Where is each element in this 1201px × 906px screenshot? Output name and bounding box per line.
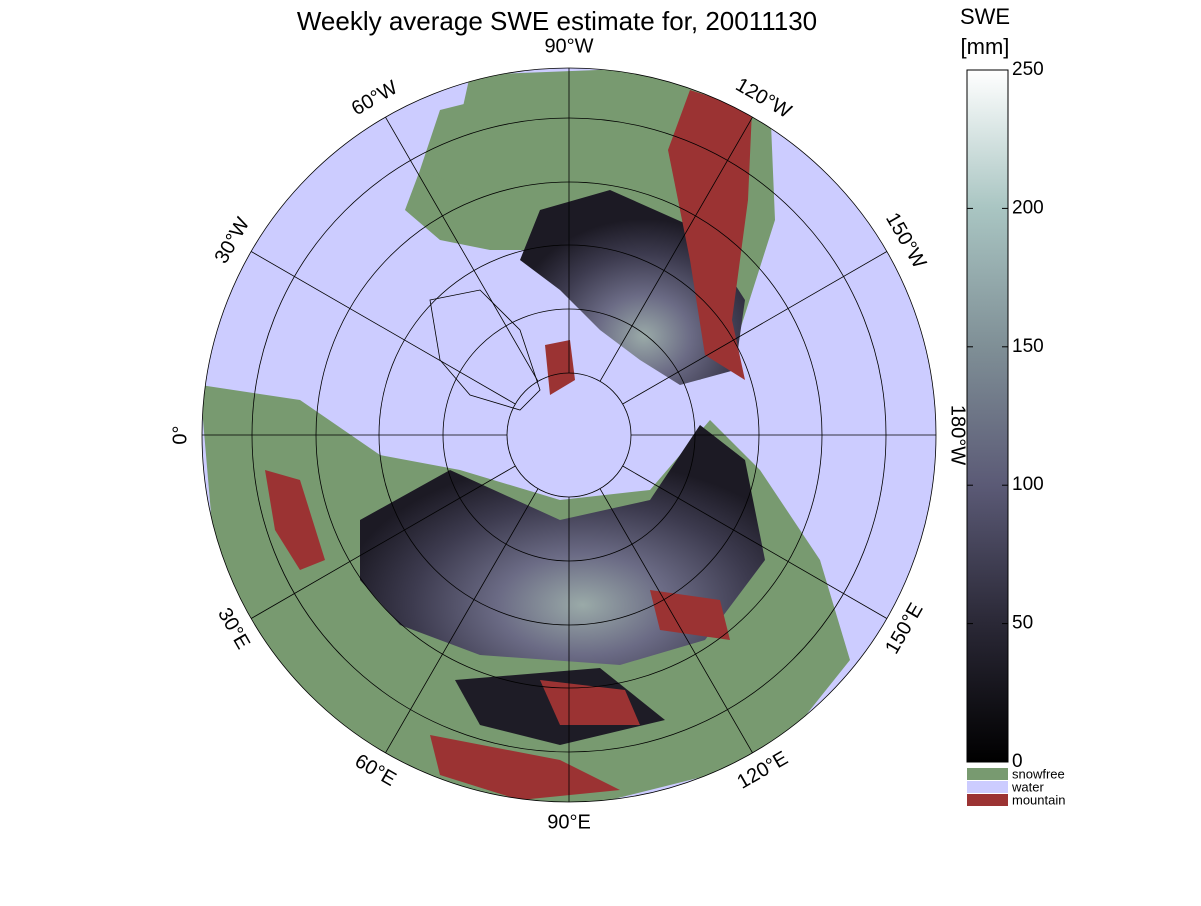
- meridian: [599, 488, 753, 754]
- colorbar: [966, 69, 1009, 763]
- mountains-europe: [265, 470, 325, 570]
- longitude-label: 180°W: [947, 405, 969, 465]
- meridian: [599, 116, 753, 382]
- colorbar-tick-label: 250: [1012, 59, 1044, 80]
- legend-swatch: [967, 794, 1008, 806]
- greenland-coast: [420, 90, 560, 190]
- longitude-label: 0°: [169, 425, 191, 444]
- meridian: [250, 251, 516, 405]
- colorbar-tick-label: 200: [1012, 197, 1044, 218]
- colorbar-ticks: 0 50 100 150 200 250: [967, 59, 1044, 772]
- mountains-greenland: [545, 340, 575, 395]
- legend-label: water: [1011, 779, 1044, 794]
- colorbar-label: [mm]: [961, 34, 1010, 59]
- colorbar-tick-label: 100: [1012, 474, 1044, 495]
- legend-swatch: [967, 768, 1008, 780]
- colorbar-tick-label: 50: [1012, 613, 1033, 634]
- title: Weekly average SWE estimate for, 2001113…: [297, 6, 817, 36]
- mountains-central-asia: [540, 680, 640, 725]
- mountains-asia: [430, 735, 620, 800]
- longitude-label: 90°W: [544, 35, 593, 57]
- legend-label: mountain: [1012, 792, 1065, 807]
- longitude-label: 90°E: [547, 811, 591, 833]
- meridian: [622, 251, 888, 405]
- colorbar-tick-label: 150: [1012, 336, 1044, 357]
- arctic-ice-outline: [429, 289, 541, 411]
- meridian: [622, 465, 888, 619]
- legend-label: snowfree: [1012, 766, 1065, 781]
- meridians: [202, 68, 936, 802]
- map: [202, 68, 936, 802]
- mountains-east-asia: [650, 590, 730, 640]
- colorbar-tick-label: 0: [1012, 751, 1023, 772]
- colorbar-label: SWE: [960, 4, 1010, 29]
- meridian: [250, 465, 516, 619]
- meridian: [385, 116, 539, 382]
- legend-swatch: [967, 781, 1008, 793]
- meridian: [385, 488, 539, 754]
